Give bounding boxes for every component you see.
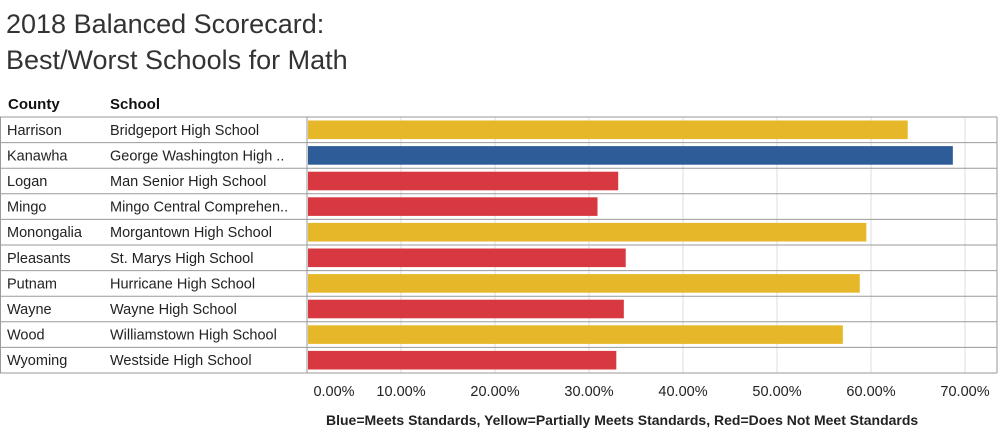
- bar: [308, 325, 843, 344]
- county-label: Wyoming: [7, 353, 67, 369]
- title-line-1: 2018 Balanced Scorecard:: [6, 9, 325, 39]
- x-tick-label: 10.00%: [376, 384, 425, 400]
- x-tick-label: 0.00%: [313, 384, 354, 400]
- county-label: Harrison: [7, 123, 62, 139]
- school-label: Morgantown High School: [110, 225, 272, 241]
- x-tick-label: 50.00%: [752, 384, 801, 400]
- school-label: Westside High School: [110, 353, 252, 369]
- county-column-header: County: [8, 96, 60, 113]
- bar: [308, 350, 617, 370]
- chart-title: 2018 Balanced Scorecard: Best/Worst Scho…: [6, 6, 348, 78]
- school-label: Hurricane High School: [110, 276, 255, 292]
- x-tick-label: 40.00%: [658, 384, 707, 400]
- bar: [308, 299, 624, 319]
- school-label: Williamstown High School: [110, 328, 277, 344]
- school-label: George Washington High ..: [110, 148, 284, 164]
- county-label: Wayne: [7, 302, 52, 318]
- school-label: Bridgeport High School: [110, 123, 259, 139]
- bar: [308, 197, 598, 216]
- x-tick-label: 30.00%: [564, 384, 613, 400]
- county-label: Kanawha: [7, 148, 68, 164]
- county-label: Pleasants: [7, 251, 71, 267]
- x-tick-label: 60.00%: [846, 384, 895, 400]
- school-label: St. Marys High School: [110, 251, 253, 267]
- county-label: Wood: [7, 328, 45, 344]
- bar: [308, 222, 867, 242]
- bar: [308, 248, 626, 268]
- x-tick-label: 20.00%: [470, 384, 519, 400]
- school-label: Mingo Central Comprehen..: [110, 200, 288, 216]
- county-label: Monongalia: [7, 225, 83, 241]
- x-tick-label: 70.00%: [940, 384, 989, 400]
- bar: [308, 171, 619, 191]
- school-label: Wayne High School: [110, 302, 237, 318]
- county-label: Putnam: [7, 276, 57, 292]
- county-label: Mingo: [7, 200, 47, 216]
- school-column-header: School: [110, 96, 161, 113]
- title-line-2: Best/Worst Schools for Math: [6, 45, 348, 75]
- bar: [308, 120, 908, 140]
- bar: [308, 146, 953, 165]
- legend-text: Blue=Meets Standards, Yellow=Partially M…: [326, 412, 919, 428]
- school-label: Man Senior High School: [110, 174, 266, 190]
- bar: [308, 274, 860, 293]
- county-label: Logan: [7, 174, 47, 190]
